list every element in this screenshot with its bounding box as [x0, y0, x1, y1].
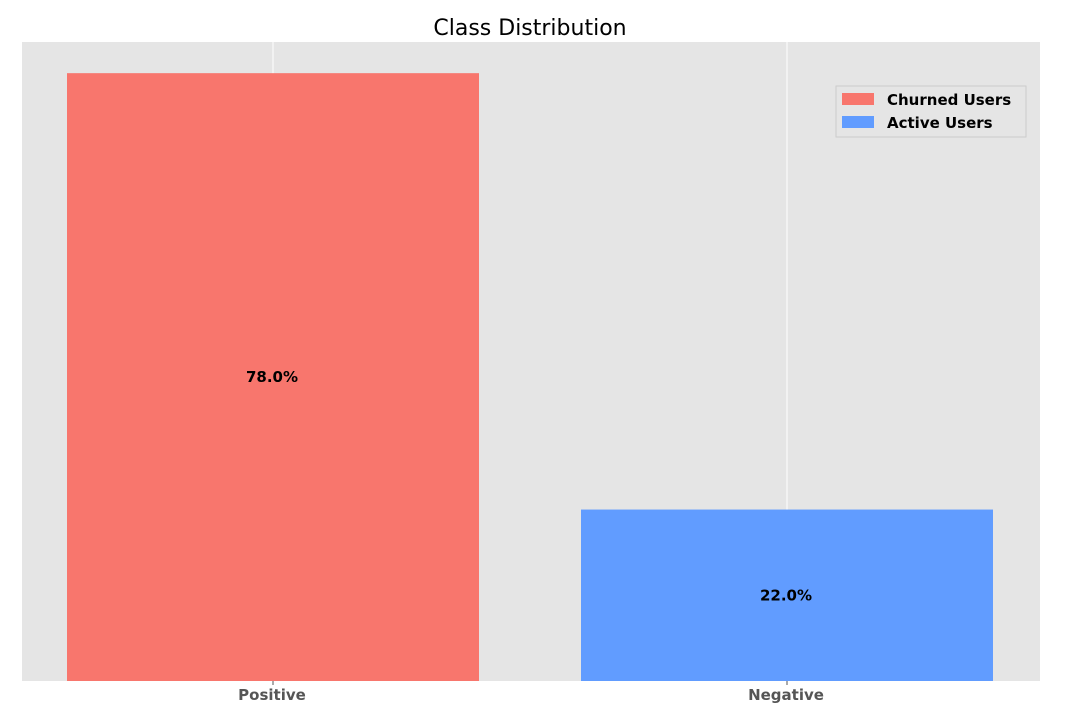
legend-label-churned: Churned Users: [887, 91, 1011, 109]
x-tick-labels: Positive Negative: [238, 681, 824, 704]
tick-label-negative: Negative: [748, 686, 824, 704]
chart-title: Class Distribution: [433, 16, 626, 41]
tick-label-positive: Positive: [238, 686, 306, 704]
bar-negative: [581, 509, 993, 681]
data-label-negative: 22.0%: [760, 586, 812, 604]
legend-label-active: Active Users: [887, 114, 993, 132]
data-label-positive: 78.0%: [246, 368, 298, 386]
legend: Churned Users Active Users: [835, 85, 1027, 138]
bars: [67, 73, 993, 682]
legend-swatch-active: [842, 116, 874, 128]
legend-swatch-churned: [842, 93, 874, 105]
bar-positive: [67, 73, 479, 682]
data-labels: 78.0% 22.0%: [246, 368, 812, 604]
